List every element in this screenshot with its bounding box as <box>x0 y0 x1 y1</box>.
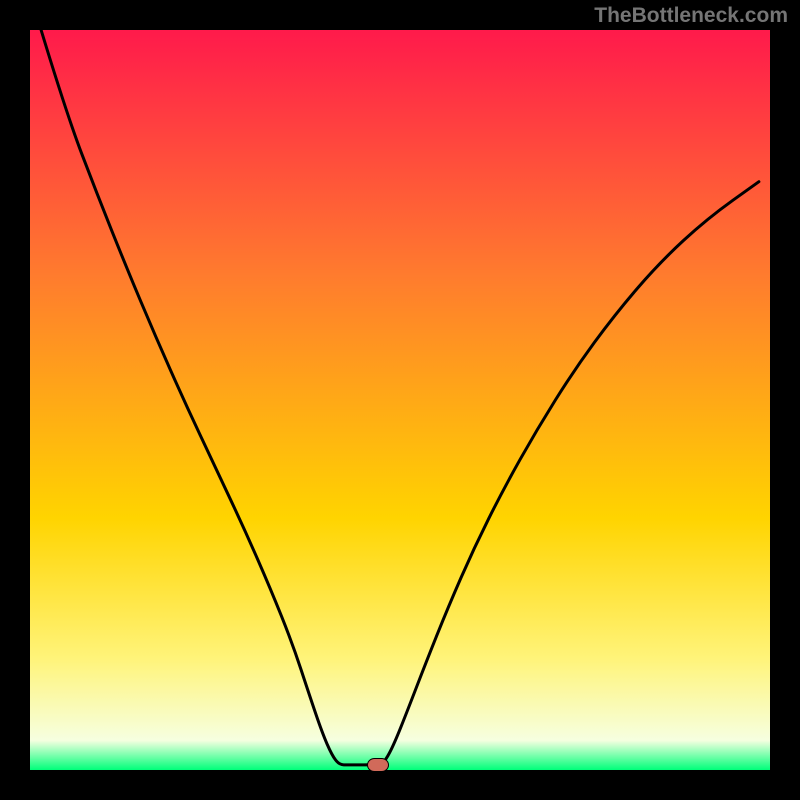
curve-layer <box>30 30 770 770</box>
plot-area <box>30 30 770 770</box>
watermark-text: TheBottleneck.com <box>594 4 788 28</box>
optimum-marker <box>367 758 389 772</box>
bottleneck-curve <box>41 30 759 765</box>
optimum-marker-shape <box>367 758 388 771</box>
chart-container: TheBottleneck.com <box>0 0 800 800</box>
